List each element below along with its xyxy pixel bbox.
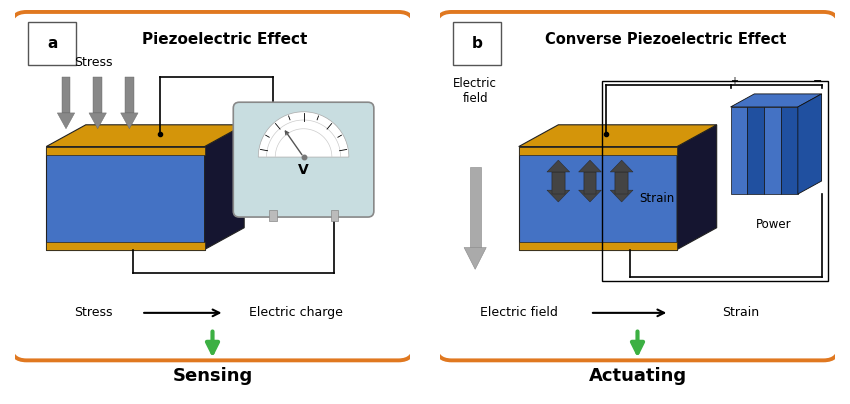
Text: V: V [298, 163, 309, 177]
FancyBboxPatch shape [28, 22, 76, 65]
Polygon shape [46, 242, 205, 250]
Text: Electric field: Electric field [479, 306, 558, 319]
FancyBboxPatch shape [331, 210, 338, 221]
Polygon shape [584, 172, 597, 194]
Text: Power: Power [756, 218, 791, 231]
Text: b: b [472, 36, 483, 51]
Polygon shape [747, 107, 764, 194]
Polygon shape [781, 107, 798, 194]
Polygon shape [62, 77, 71, 113]
Polygon shape [730, 107, 747, 194]
Polygon shape [579, 160, 602, 172]
Polygon shape [518, 147, 677, 155]
Polygon shape [552, 168, 564, 190]
Polygon shape [677, 125, 717, 250]
Text: Electric
field: Electric field [453, 77, 497, 105]
Text: Converse Piezoelectric Effect: Converse Piezoelectric Effect [545, 32, 786, 47]
Polygon shape [552, 172, 564, 194]
Text: −: − [813, 76, 822, 86]
Text: Strain: Strain [722, 306, 759, 319]
Polygon shape [89, 113, 106, 129]
Polygon shape [57, 113, 75, 129]
Polygon shape [518, 147, 677, 250]
Text: Piezoelectric Effect: Piezoelectric Effect [142, 32, 307, 47]
Polygon shape [615, 168, 628, 190]
FancyBboxPatch shape [10, 12, 415, 360]
Polygon shape [121, 113, 138, 129]
Polygon shape [610, 160, 633, 172]
Text: Stress: Stress [75, 57, 113, 69]
Text: Stress: Stress [75, 306, 113, 319]
Polygon shape [610, 190, 633, 202]
Polygon shape [46, 147, 205, 250]
FancyBboxPatch shape [269, 210, 276, 221]
Polygon shape [547, 160, 570, 172]
Polygon shape [584, 168, 597, 190]
Polygon shape [518, 125, 717, 147]
Polygon shape [764, 107, 781, 194]
Text: +: + [730, 76, 739, 86]
Polygon shape [547, 190, 570, 202]
Polygon shape [798, 94, 822, 194]
FancyBboxPatch shape [233, 102, 374, 217]
Polygon shape [615, 172, 628, 194]
FancyBboxPatch shape [453, 22, 501, 65]
Polygon shape [46, 125, 244, 147]
Text: a: a [47, 36, 57, 51]
Polygon shape [579, 190, 602, 202]
FancyBboxPatch shape [435, 12, 840, 360]
Polygon shape [464, 248, 486, 269]
Text: Actuating: Actuating [588, 367, 687, 385]
Polygon shape [94, 77, 102, 113]
Polygon shape [730, 94, 822, 107]
Polygon shape [205, 125, 244, 250]
Polygon shape [46, 147, 205, 155]
Text: Strain: Strain [640, 191, 675, 204]
Polygon shape [125, 77, 133, 113]
Text: Electric charge: Electric charge [249, 306, 343, 319]
Polygon shape [518, 242, 677, 250]
Text: Sensing: Sensing [173, 367, 252, 385]
Wedge shape [258, 112, 348, 157]
Polygon shape [470, 167, 481, 248]
